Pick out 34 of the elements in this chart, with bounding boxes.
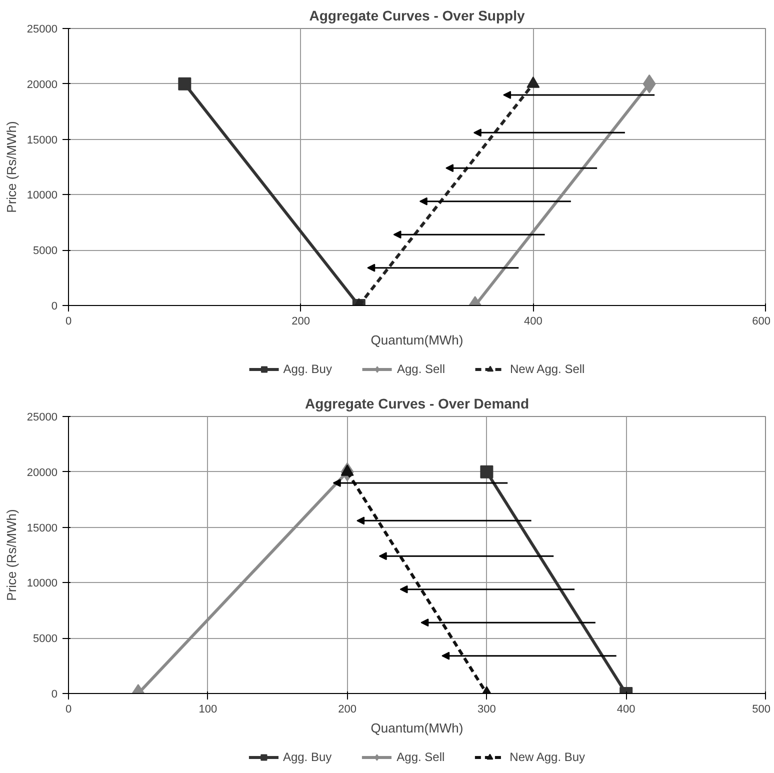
x-tick-label: 100 <box>198 704 218 716</box>
x-tick-label: 400 <box>616 704 636 716</box>
x-tick-label: 0 <box>65 316 72 328</box>
legend-label: Agg. Sell <box>396 750 445 764</box>
x-axis-title: Quantum(MWh) <box>370 332 464 348</box>
x-tick-label: 0 <box>65 704 72 716</box>
x-tick-label: 200 <box>338 704 356 716</box>
y-tick-label: 25000 <box>26 412 58 424</box>
y-tick-label: 0 <box>51 688 58 700</box>
x-tick-label: 600 <box>752 316 771 328</box>
y-tick-label: 10000 <box>26 190 58 202</box>
y-axis-title: Price (Rs/MWh) <box>4 121 19 213</box>
x-axis-title: Quantum(MWh) <box>370 720 464 736</box>
chart-title: Aggregate Curves - Over Supply <box>309 8 525 24</box>
legend-label: Agg. Buy <box>282 750 332 764</box>
y-tick-label: 15000 <box>26 134 58 146</box>
legend-label: New Agg. Sell <box>510 362 585 376</box>
y-tick-label: 10000 <box>26 578 58 590</box>
x-tick-label: 400 <box>524 316 542 328</box>
legend-label: New Agg. Buy <box>510 750 586 764</box>
y-tick-label: 20000 <box>26 78 58 91</box>
legend-label: Agg. Buy <box>283 362 332 376</box>
y-tick-label: 5000 <box>33 633 58 646</box>
y-tick-label: 0 <box>51 300 58 312</box>
legend-label: Agg. Sell <box>396 362 446 376</box>
chart-title: Aggregate Curves - Over Demand <box>304 396 530 412</box>
y-tick-label: 15000 <box>26 522 58 534</box>
x-tick-label: 300 <box>478 704 496 716</box>
y-tick-label: 20000 <box>26 466 58 479</box>
y-tick-label: 25000 <box>26 24 58 36</box>
y-tick-label: 5000 <box>33 245 58 258</box>
x-tick-label: 500 <box>752 704 771 716</box>
x-tick-label: 200 <box>292 316 310 328</box>
y-axis-title: Price (Rs/MWh) <box>4 509 19 601</box>
